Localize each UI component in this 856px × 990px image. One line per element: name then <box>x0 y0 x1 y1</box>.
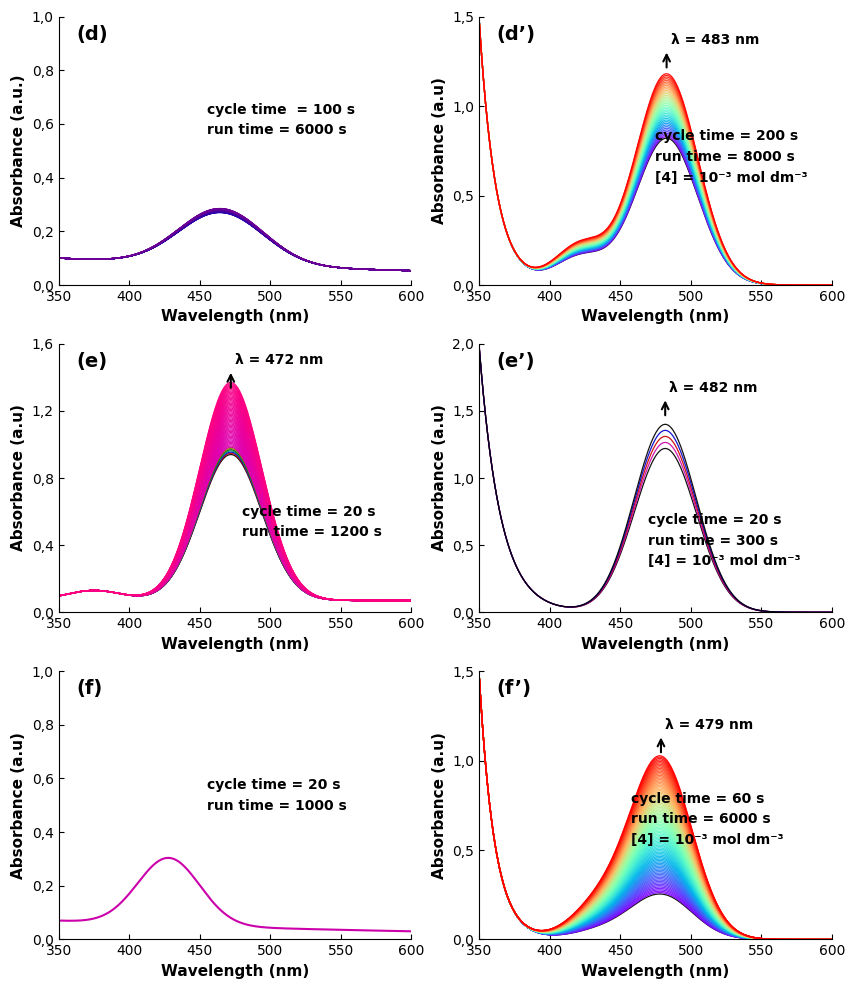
Text: (e): (e) <box>76 351 107 371</box>
Text: (f): (f) <box>76 679 103 698</box>
X-axis label: Wavelength (nm): Wavelength (nm) <box>581 964 729 979</box>
Text: cycle time  = 100 s
run time = 6000 s: cycle time = 100 s run time = 6000 s <box>207 103 354 137</box>
Text: λ = 483 nm: λ = 483 nm <box>671 33 759 48</box>
Text: cycle time = 20 s
run time = 300 s
[4] = 10⁻³ mol dm⁻³: cycle time = 20 s run time = 300 s [4] =… <box>648 513 801 568</box>
Y-axis label: Absorbance (a.u): Absorbance (a.u) <box>431 405 447 551</box>
Text: (d): (d) <box>76 25 108 44</box>
Text: (f’): (f’) <box>496 679 532 698</box>
Y-axis label: Absorbance (a.u): Absorbance (a.u) <box>11 405 27 551</box>
Text: cycle time = 20 s
run time = 1000 s: cycle time = 20 s run time = 1000 s <box>207 778 347 813</box>
Text: (d’): (d’) <box>496 25 536 44</box>
X-axis label: Wavelength (nm): Wavelength (nm) <box>161 310 309 325</box>
Text: cycle time = 60 s
run time = 6000 s
[4] = 10⁻³ mol dm⁻³: cycle time = 60 s run time = 6000 s [4] … <box>631 792 783 847</box>
X-axis label: Wavelength (nm): Wavelength (nm) <box>581 310 729 325</box>
Text: λ = 479 nm: λ = 479 nm <box>665 718 753 732</box>
X-axis label: Wavelength (nm): Wavelength (nm) <box>581 637 729 651</box>
Text: cycle time = 20 s
run time = 1200 s: cycle time = 20 s run time = 1200 s <box>242 505 382 540</box>
Y-axis label: Absorbance (a.u.): Absorbance (a.u.) <box>11 74 27 227</box>
Y-axis label: Absorbance (a.u): Absorbance (a.u) <box>431 732 447 879</box>
X-axis label: Wavelength (nm): Wavelength (nm) <box>161 964 309 979</box>
X-axis label: Wavelength (nm): Wavelength (nm) <box>161 637 309 651</box>
Text: λ = 482 nm: λ = 482 nm <box>669 381 758 395</box>
Y-axis label: Absorbance (a.u): Absorbance (a.u) <box>431 77 447 225</box>
Text: cycle time = 200 s
run time = 8000 s
[4] = 10⁻³ mol dm⁻³: cycle time = 200 s run time = 8000 s [4]… <box>656 130 808 184</box>
Text: (e’): (e’) <box>496 351 535 371</box>
Text: λ = 472 nm: λ = 472 nm <box>235 353 324 367</box>
Y-axis label: Absorbance (a.u): Absorbance (a.u) <box>11 732 27 879</box>
